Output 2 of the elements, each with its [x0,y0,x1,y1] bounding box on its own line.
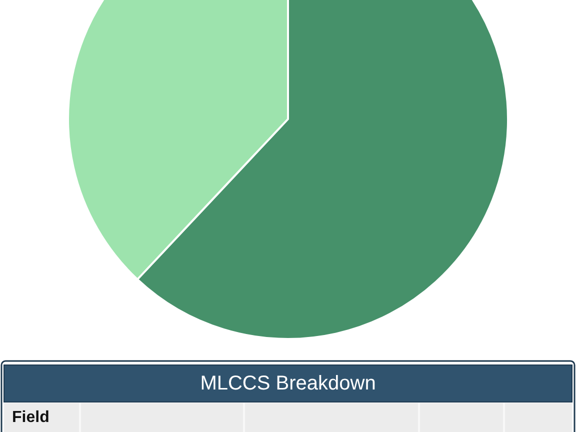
text: MLCCS Breakdown [200,372,376,394]
text: Field [12,409,50,426]
